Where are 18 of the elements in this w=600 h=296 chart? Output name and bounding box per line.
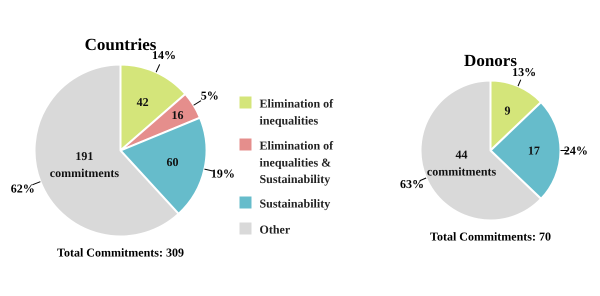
legend-label: Other: [260, 222, 291, 236]
data-label: 42: [136, 94, 149, 109]
legend-label: Elimination of inequalities & Sustainability: [260, 138, 334, 186]
data-label: 60: [166, 155, 179, 170]
data-label: 17: [528, 144, 540, 158]
text: 63%: [400, 177, 424, 192]
legend-label: Sustainability: [260, 196, 330, 210]
text: 62%: [10, 182, 35, 196]
data-label: 44 commitments: [426, 147, 497, 178]
legend-label: Elimination of inequalities: [260, 96, 334, 128]
data-label: 9: [504, 104, 511, 118]
text: Total Commitments: 309: [57, 246, 184, 260]
text: Total Commitments: 70: [430, 230, 551, 244]
data-label: 16: [172, 108, 184, 122]
text: 24%: [564, 144, 588, 158]
data-label: 191 commitments: [50, 149, 120, 180]
text: 19%: [210, 166, 235, 180]
text: 5%: [200, 88, 219, 102]
